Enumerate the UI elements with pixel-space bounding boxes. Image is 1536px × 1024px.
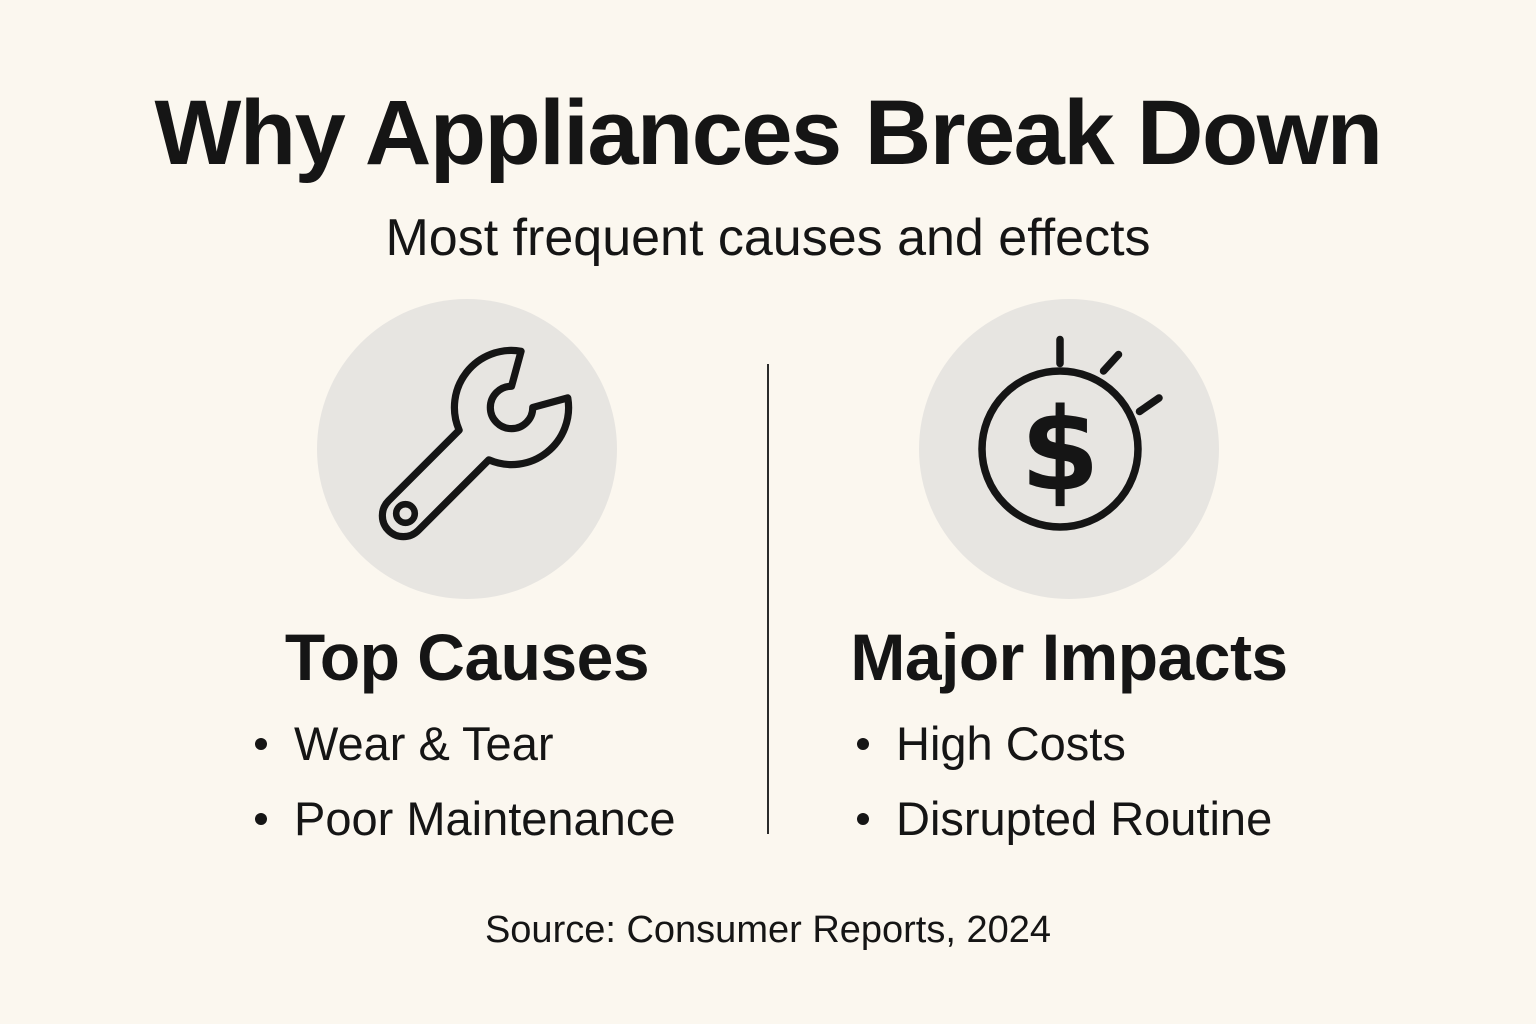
bullet-label: Wear & Tear [294, 717, 554, 771]
causes-column: Top Causes Wear & Tear Poor Maintenance [217, 299, 717, 866]
bullet-label: High Costs [896, 717, 1126, 771]
page-subtitle: Most frequent causes and effects [385, 209, 1151, 268]
column-heading: Top Causes [284, 620, 650, 695]
bullet-dot [255, 812, 267, 825]
page-title: Why Appliances Break Down [154, 82, 1383, 184]
list-item: High Costs [857, 717, 1319, 772]
impacts-column: $ Major Impacts High Costs Disrupted Rou… [819, 299, 1319, 866]
icon-circle [317, 299, 617, 600]
source-text: Source: Consumer Reports, 2024 [484, 909, 1052, 952]
bullet-dot [255, 738, 267, 751]
icon-circle: $ [919, 299, 1219, 600]
column-heading: Major Impacts [850, 620, 1288, 695]
divider [767, 364, 769, 835]
list-item: Disrupted Routine [857, 792, 1319, 847]
list-item: Wear & Tear [255, 717, 717, 772]
dollar-sign: $ [1020, 384, 1099, 517]
bullet-list: Wear & Tear Poor Maintenance [217, 717, 717, 866]
bullet-label: Poor Maintenance [294, 791, 676, 845]
money-coin-icon: $ [978, 336, 1163, 532]
header: Why Appliances Break Down Most frequent … [0, 0, 1536, 267]
list-item: Poor Maintenance [255, 792, 717, 847]
bullet-dot [857, 812, 869, 825]
bullet-dot [857, 738, 869, 751]
bullet-label: Disrupted Routine [896, 791, 1273, 845]
wrench-icon [378, 347, 573, 541]
content-row: Top Causes Wear & Tear Poor Maintenance [0, 299, 1536, 866]
bullet-list: High Costs Disrupted Routine [819, 717, 1319, 866]
